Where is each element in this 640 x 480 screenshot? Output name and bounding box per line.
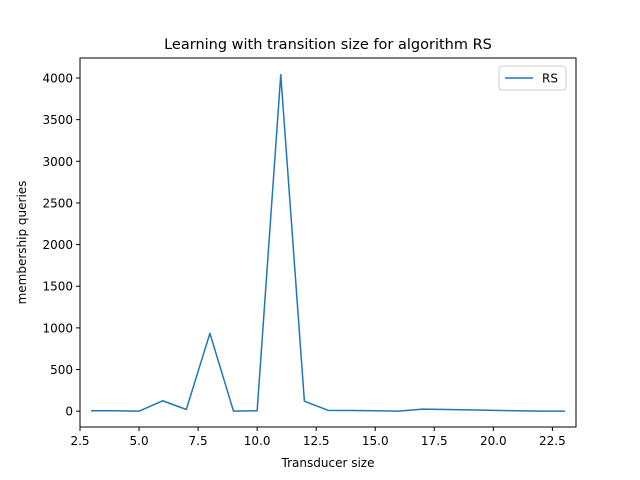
y-tick-label: 1500 xyxy=(42,280,73,294)
y-tick-label: 2500 xyxy=(42,196,73,210)
x-tick-label: 20.0 xyxy=(480,434,507,448)
legend: RS xyxy=(498,65,567,91)
x-axis-ticks: 2.5 5.0 7.5 10.0 12.5 15.0 17.5 20.0 22.5 xyxy=(70,427,566,448)
series-line-0 xyxy=(91,73,565,412)
x-tick-label: 12.5 xyxy=(303,434,330,448)
y-axis-label: membership queries xyxy=(15,181,29,305)
y-axis-ticks: 0 500 1000 1500 2000 2500 3000 3500 4000 xyxy=(42,71,80,419)
plot-area xyxy=(91,73,565,412)
y-tick-label: 0 xyxy=(65,405,73,419)
x-axis-label: Transducer size xyxy=(281,456,375,470)
chart-title: Learning with transition size for algori… xyxy=(164,37,492,53)
x-tick-label: 22.5 xyxy=(539,434,566,448)
y-tick-label: 2000 xyxy=(42,238,73,252)
x-tick-label: 15.0 xyxy=(362,434,389,448)
y-tick-label: 4000 xyxy=(42,71,73,85)
x-tick-label: 2.5 xyxy=(70,434,89,448)
y-tick-label: 500 xyxy=(50,363,73,377)
y-tick-label: 3500 xyxy=(42,113,73,127)
x-tick-label: 7.5 xyxy=(189,434,208,448)
y-tick-label: 1000 xyxy=(42,321,73,335)
x-tick-label: 10.0 xyxy=(244,434,271,448)
x-tick-label: 17.5 xyxy=(421,434,448,448)
y-tick-label: 3000 xyxy=(42,155,73,169)
axes-frame xyxy=(79,57,577,428)
legend-label: RS xyxy=(542,72,558,86)
x-tick-label: 5.0 xyxy=(130,434,149,448)
